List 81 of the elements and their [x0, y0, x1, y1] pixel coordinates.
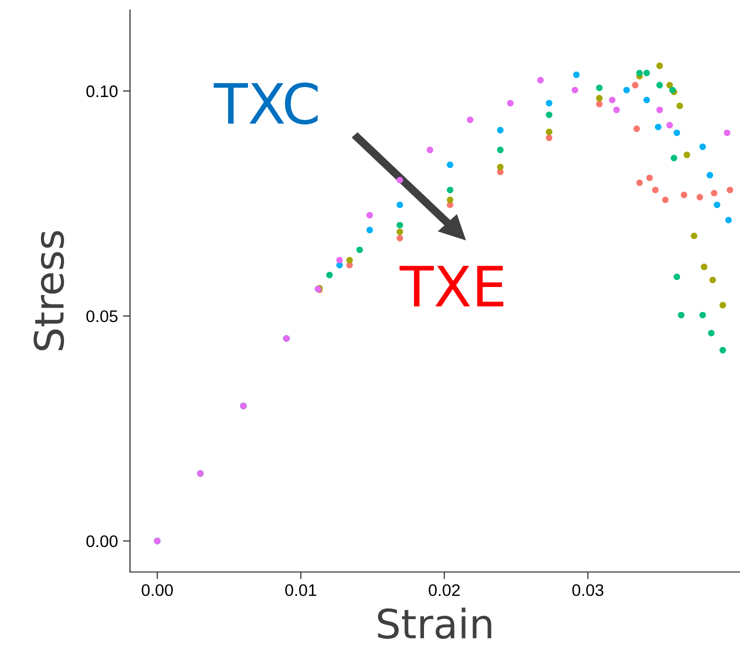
point: [654, 124, 662, 130]
point: [699, 144, 706, 150]
point: [326, 272, 333, 278]
y-tick-label: 0.10: [86, 85, 118, 98]
point: [396, 222, 404, 228]
point: [709, 276, 716, 284]
point: [497, 126, 504, 134]
point: [710, 190, 718, 196]
point: [690, 232, 698, 240]
point: [573, 72, 580, 78]
point: [678, 312, 684, 318]
point: [708, 330, 715, 336]
point: [674, 130, 680, 136]
point: [466, 116, 474, 124]
point: [636, 180, 643, 186]
point: [546, 112, 552, 118]
y-axis-title: Stress: [34, 231, 64, 350]
point: [662, 196, 669, 204]
point: [596, 84, 603, 92]
point: [652, 186, 659, 194]
point: [714, 202, 720, 208]
point: [666, 82, 673, 88]
point: [656, 106, 663, 114]
point: [366, 212, 373, 218]
point: [680, 192, 688, 198]
point: [726, 186, 734, 194]
point: [396, 228, 404, 236]
point: [632, 82, 638, 88]
x-axis-title: Strain: [378, 608, 492, 639]
point: [670, 154, 678, 162]
point: [446, 162, 454, 168]
y-tick-label: 0.05: [86, 310, 118, 322]
point: [613, 106, 620, 114]
point: [725, 216, 732, 224]
point: [446, 196, 454, 204]
point: [696, 194, 704, 200]
point: [623, 86, 630, 94]
point: [546, 134, 552, 142]
x-tick-label: 0.00: [142, 584, 173, 596]
point: [356, 246, 363, 254]
point: [720, 346, 726, 354]
point: [336, 256, 343, 264]
point: [656, 62, 663, 70]
point: [684, 152, 690, 158]
annotation: TXC: [214, 82, 318, 124]
point: [572, 86, 578, 94]
point: [700, 264, 708, 270]
point: [596, 100, 603, 108]
point: [609, 96, 616, 104]
point: [596, 94, 603, 102]
y-tick-label: 0.00: [86, 535, 118, 548]
point: [666, 122, 673, 128]
point: [426, 146, 434, 154]
point: [646, 174, 653, 182]
point: [497, 146, 504, 154]
point: [396, 202, 404, 208]
point: [720, 302, 726, 308]
annotation: TXE: [400, 266, 504, 306]
point: [633, 126, 640, 132]
x-tick-label: 0.03: [572, 584, 604, 596]
point: [346, 256, 353, 264]
point: [656, 82, 663, 88]
point: [676, 102, 683, 110]
x-tick-label: 0.01: [285, 584, 316, 596]
point: [636, 70, 643, 76]
point: [507, 100, 514, 106]
point: [446, 186, 454, 194]
point: [674, 274, 680, 280]
point: [366, 226, 373, 234]
point: [643, 70, 650, 76]
point: [396, 234, 404, 242]
point: [497, 164, 504, 170]
point: [643, 96, 650, 104]
point: [724, 130, 730, 136]
point: [537, 76, 544, 84]
point: [546, 128, 552, 136]
x-tick-label: 0.02: [428, 584, 460, 596]
point: [706, 172, 714, 178]
point: [546, 100, 552, 106]
point: [699, 312, 706, 318]
point: [396, 176, 404, 184]
